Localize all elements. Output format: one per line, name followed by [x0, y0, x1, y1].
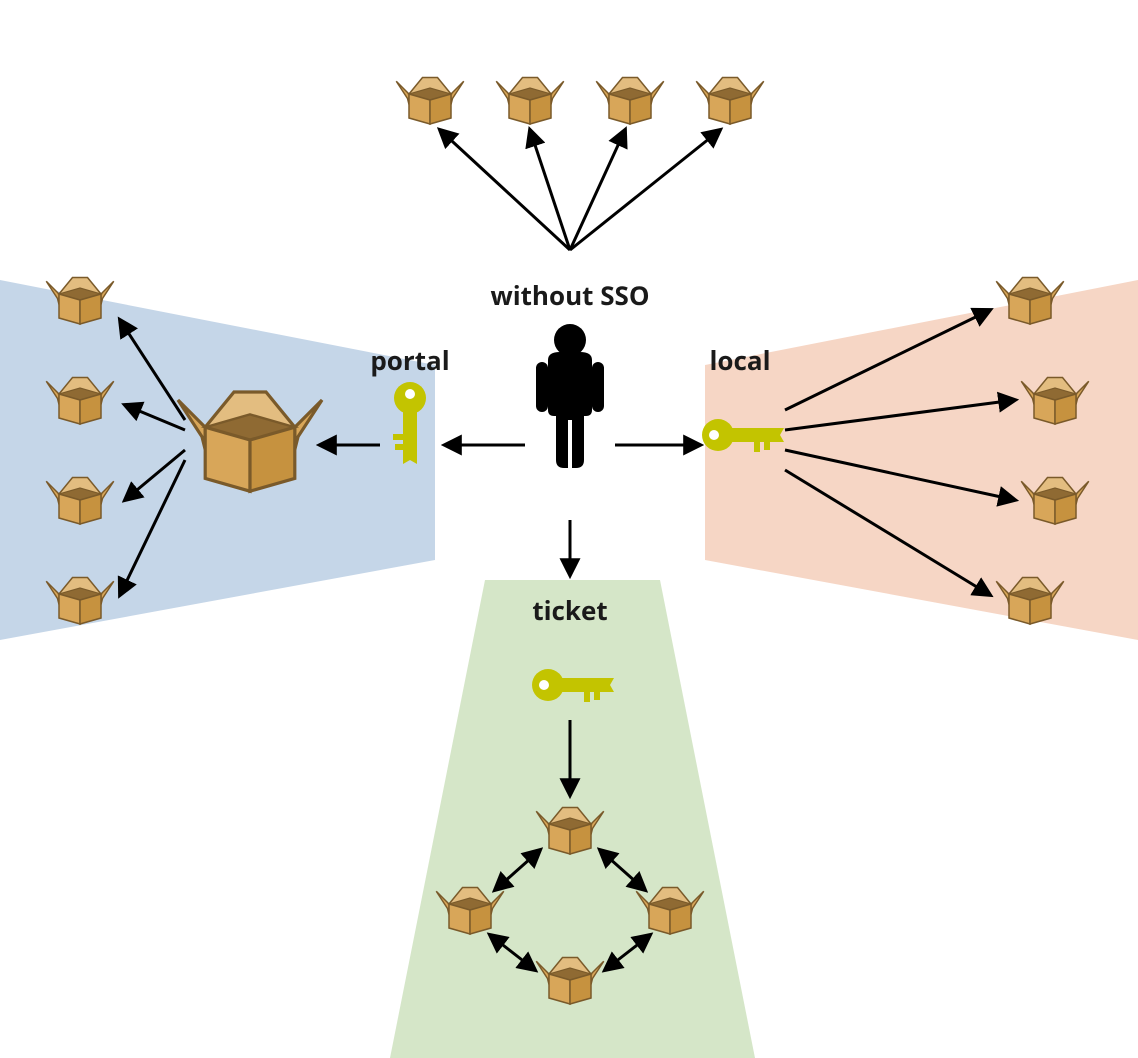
label-ticket: ticket: [532, 592, 607, 628]
region-local: [705, 280, 1138, 640]
box-icon: [496, 78, 564, 125]
box-icon: [596, 78, 664, 125]
sso-diagram: without SSO portal local ticket: [0, 0, 1138, 1058]
label-portal: portal: [370, 342, 449, 378]
arrow: [570, 130, 625, 250]
person-icon: [536, 324, 604, 468]
box-icon: [396, 78, 464, 125]
label-local: local: [709, 342, 770, 378]
label-without-sso: without SSO: [490, 277, 649, 313]
arrow: [570, 130, 720, 250]
box-icon: [696, 78, 764, 125]
